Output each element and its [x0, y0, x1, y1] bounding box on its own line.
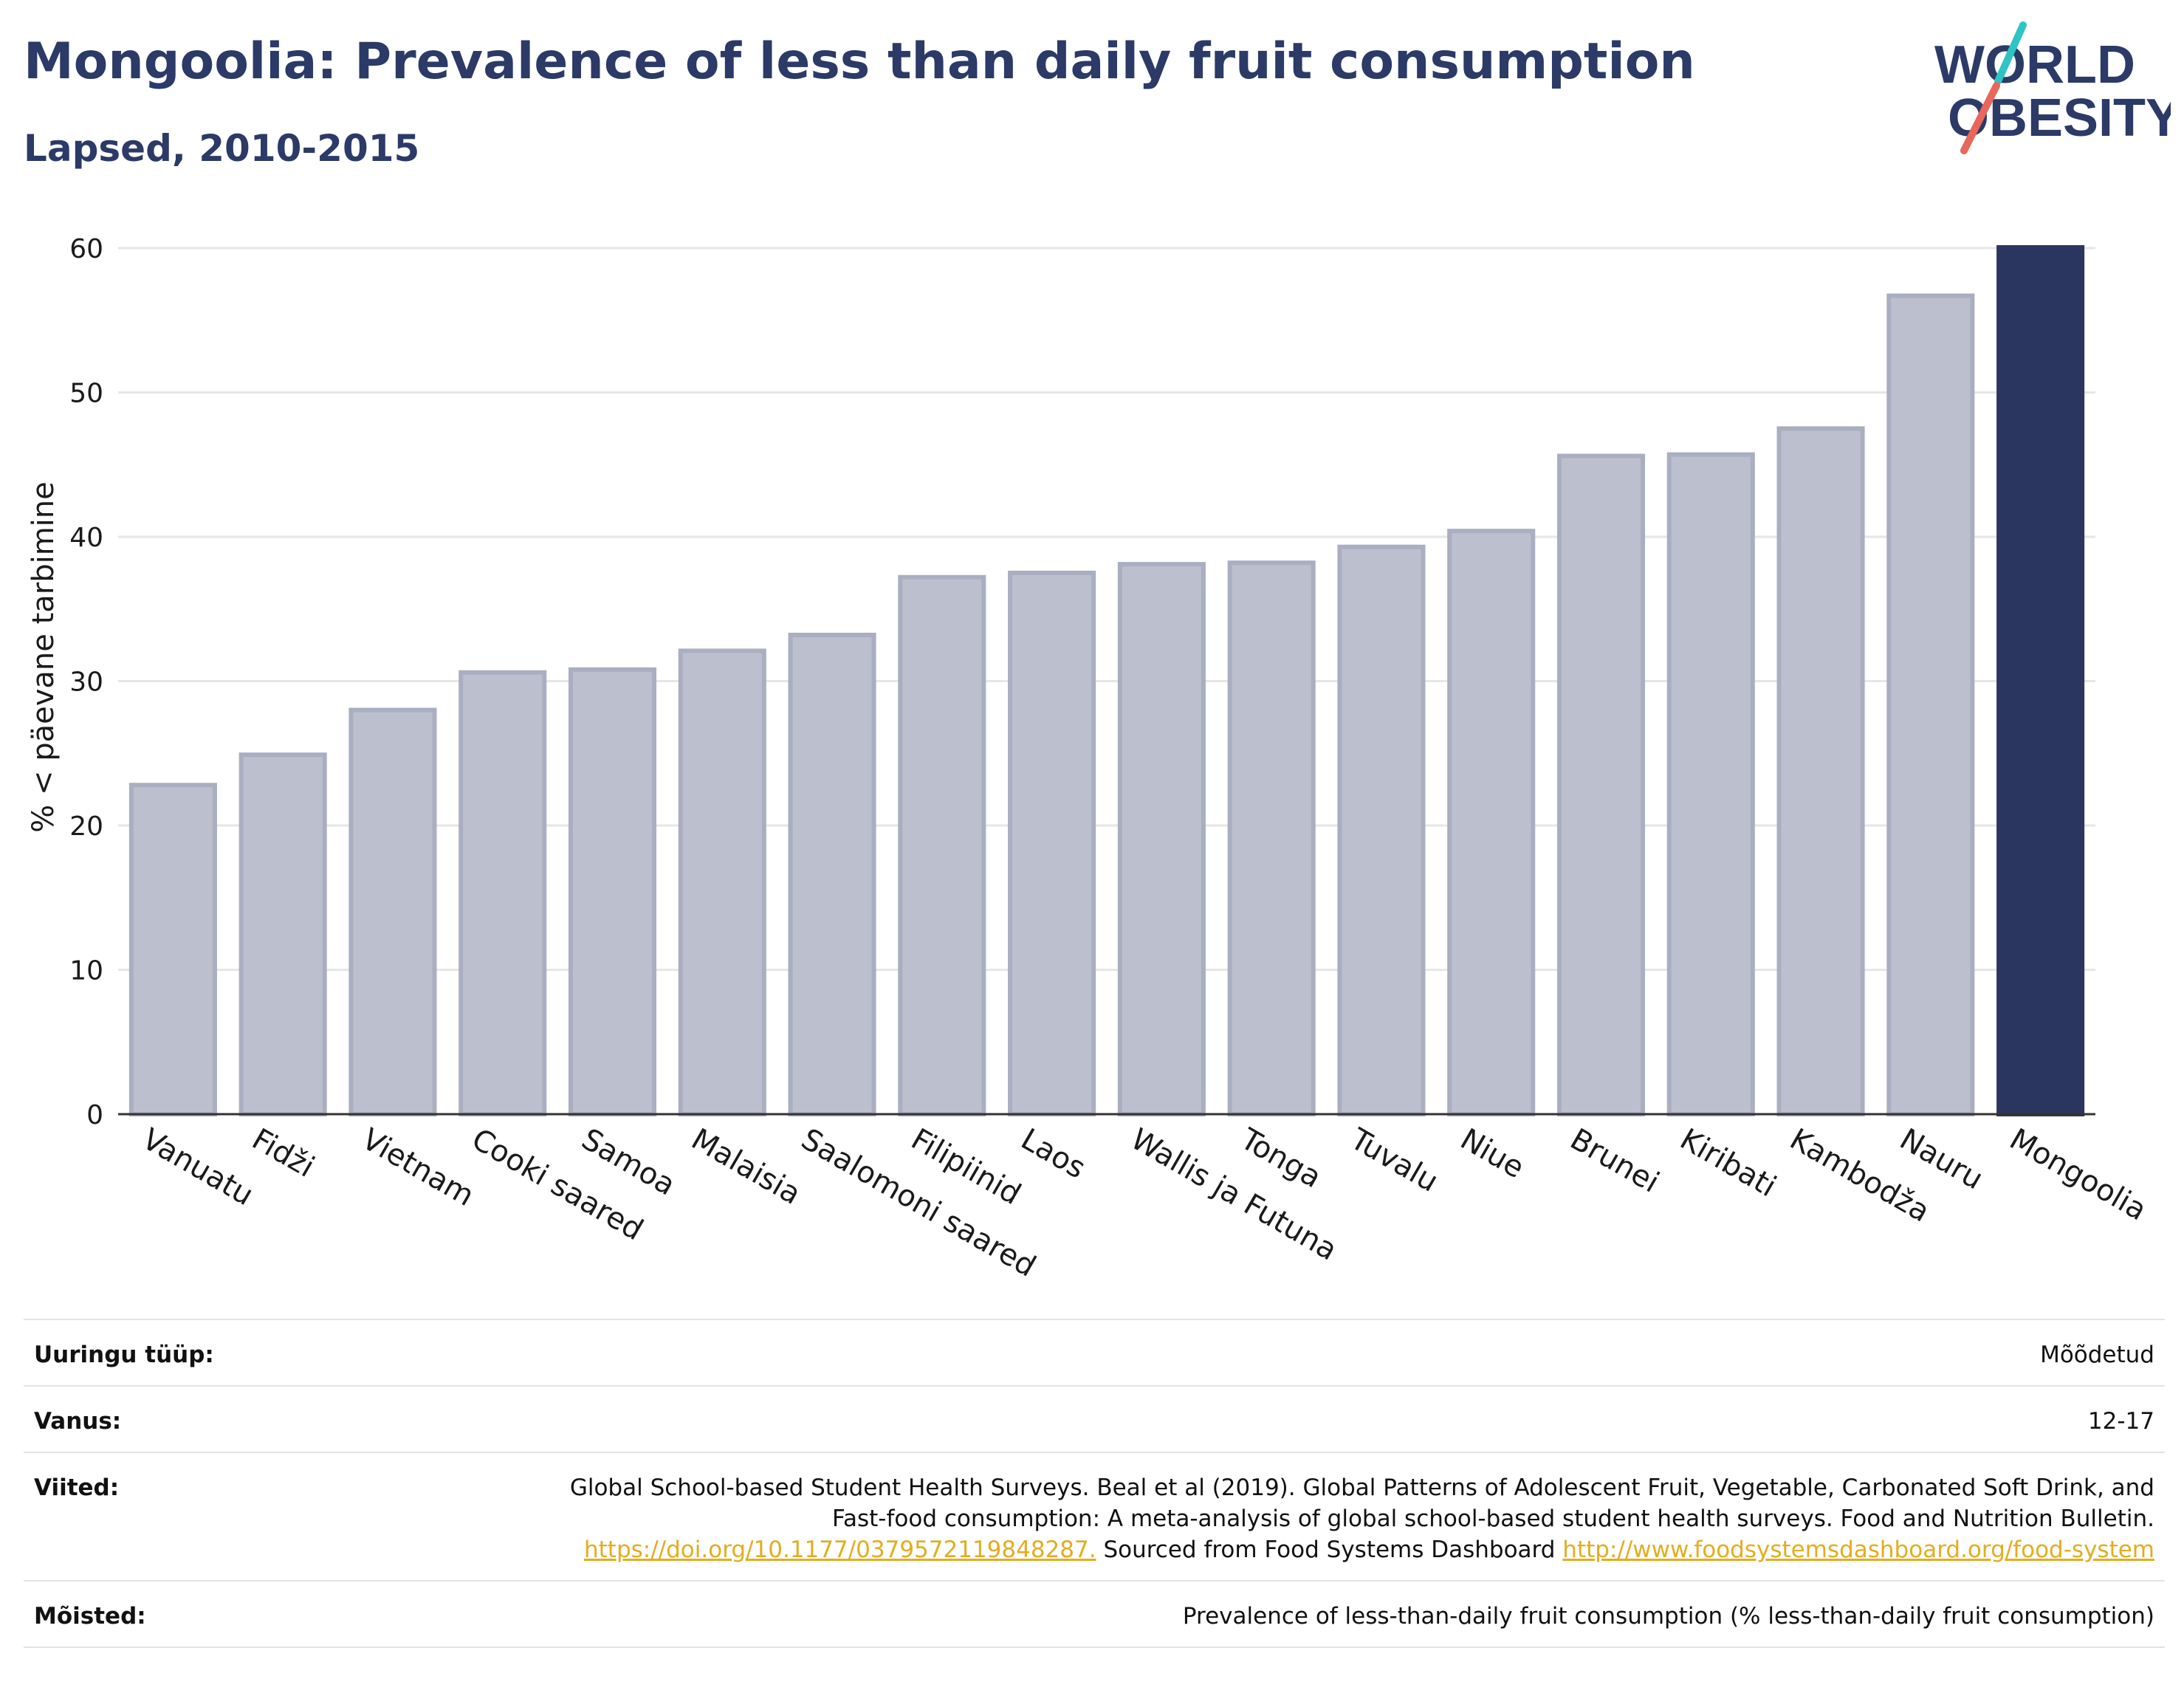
- references-label: Viited:: [34, 1474, 120, 1501]
- logo-slash-teal: [1994, 21, 2027, 85]
- references-value: Global School-based Student Health Surve…: [530, 1472, 2154, 1565]
- bar-tuvalu: [1337, 544, 1426, 1116]
- y-tick-label: 40: [69, 523, 103, 553]
- info-table: Uuringu tüüp: Mõõdetud Vanus: 12-17 Viit…: [24, 1319, 2165, 1648]
- doi-link[interactable]: https://doi.org/10.1177/0379572119848287…: [584, 1537, 1096, 1563]
- chart-subtitle: Lapsed, 2010-2015: [24, 127, 420, 170]
- y-tick-label: 60: [69, 234, 103, 264]
- bar-kiribati: [1666, 452, 1755, 1116]
- grid-lines: [118, 247, 2095, 971]
- y-tick-label: 20: [69, 811, 103, 842]
- x-tick-label: Fidži: [247, 1122, 320, 1184]
- bar-wallis-ja-futuna: [1117, 562, 1206, 1116]
- bar-niue: [1447, 529, 1536, 1116]
- x-tick-label: Tuvalu: [1344, 1122, 1443, 1199]
- bar-mongoolia: [1996, 245, 2085, 1117]
- bar-cooki-saared: [459, 670, 547, 1116]
- x-tick-label: Laos: [1015, 1122, 1091, 1186]
- bar-brunei: [1556, 453, 1646, 1116]
- references-text: Global School-based Student Health Surve…: [569, 1474, 2154, 1532]
- bar-nauru: [1886, 293, 1975, 1116]
- info-row-survey-type: Uuringu tüüp: Mõõdetud: [24, 1320, 2165, 1387]
- x-tick-label: Wallis ja Futuna: [1125, 1122, 1343, 1268]
- bar-laos: [1008, 570, 1096, 1116]
- bar-kambodža: [1776, 426, 1865, 1116]
- x-tick-label: Vietnam: [356, 1122, 479, 1213]
- bar-tonga: [1227, 560, 1316, 1116]
- bar-fidži: [238, 752, 327, 1117]
- bar-vietnam: [348, 707, 437, 1116]
- age-value: 12-17: [2087, 1408, 2154, 1435]
- x-tick-label: Vanuatu: [137, 1122, 259, 1212]
- y-tick-label: 50: [69, 379, 103, 409]
- x-tick-label: Kiribati: [1675, 1122, 1782, 1204]
- x-tick-label: Malaisia: [686, 1122, 806, 1212]
- y-tick-label: 0: [86, 1100, 103, 1130]
- age-label: Vanus:: [34, 1408, 122, 1435]
- bar-vanuatu: [128, 783, 217, 1116]
- survey-type-label: Uuringu tüüp:: [34, 1342, 214, 1368]
- x-tick-label: Mongoolia: [2004, 1122, 2152, 1228]
- y-tick-labels: 0 10 20 30 40 50 60: [69, 234, 103, 1130]
- chart-title: Mongoolia: Prevalence of less than daily…: [24, 32, 1695, 91]
- references-source-text: Sourced from Food Systems Dashboard: [1103, 1537, 1556, 1563]
- bars: [128, 245, 2085, 1117]
- logo-line1: WORLD: [1934, 35, 2135, 95]
- bar-samoa: [568, 667, 657, 1116]
- logo-slash-red: [1960, 82, 2000, 154]
- bar-filipiinid: [898, 574, 986, 1116]
- survey-type-value: Mõõdetud: [2040, 1342, 2154, 1368]
- info-row-definitions: Mõisted: Prevalence of less-than-daily f…: [24, 1582, 2165, 1648]
- y-tick-label: 30: [69, 667, 103, 698]
- y-axis-title: % < päevane tarbimine: [27, 481, 61, 833]
- definitions-value: Prevalence of less-than-daily fruit cons…: [1182, 1603, 2154, 1630]
- bar-saalomoni-saared: [788, 632, 876, 1116]
- logo-line2: OBESITY: [1948, 89, 2171, 148]
- y-tick-label: 10: [69, 956, 103, 986]
- info-row-age: Vanus: 12-17: [24, 1387, 2165, 1453]
- x-tick-label: Niue: [1455, 1122, 1530, 1185]
- info-row-references: Viited: Global School-based Student Heal…: [24, 1453, 2165, 1582]
- bar-malaisia: [678, 648, 766, 1116]
- food-systems-link[interactable]: http://www.foodsystemsdashboard.org/food…: [1562, 1537, 2154, 1563]
- definitions-label: Mõisted:: [34, 1603, 146, 1630]
- world-obesity-logo: WORLD OBESITY: [1934, 21, 2171, 154]
- x-tick-label: Brunei: [1565, 1122, 1665, 1200]
